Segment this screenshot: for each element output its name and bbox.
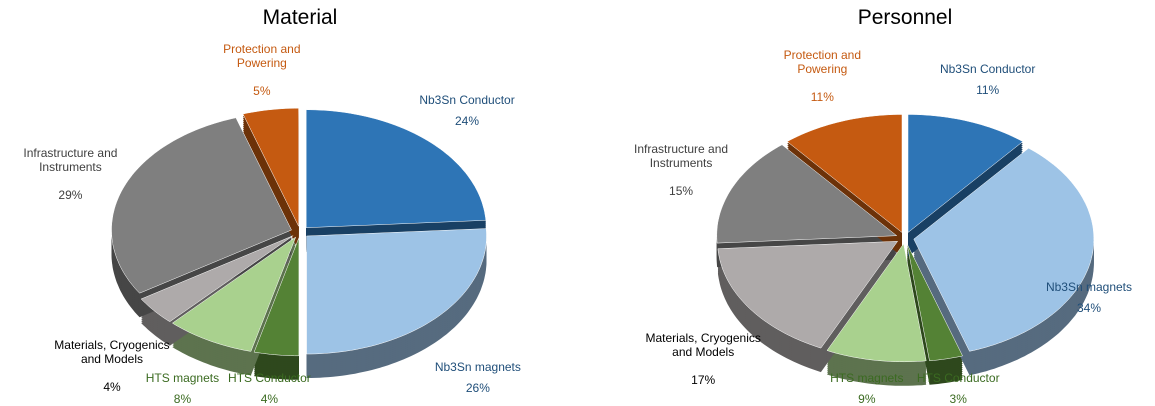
slice <box>253 237 300 357</box>
slice <box>111 117 292 294</box>
slice-value-label: 3% <box>949 392 967 406</box>
slice-label: Protection and Powering <box>783 48 862 77</box>
slice <box>906 243 963 362</box>
slice <box>907 114 1024 234</box>
slice-value-label: 8% <box>173 392 192 406</box>
slice-value-label: 4% <box>103 379 121 394</box>
slice-label: Materials, Cryogenics and Models <box>645 330 761 359</box>
slice <box>716 144 898 244</box>
slice-value-label: 11% <box>810 90 834 105</box>
slice-label: Nb3Sn Conductor <box>939 62 1036 77</box>
slice <box>242 107 299 227</box>
slice <box>306 228 487 355</box>
slice-label: Materials, Cryogenics and Models <box>54 337 170 366</box>
slice-value-label: 9% <box>858 392 876 406</box>
slice-value-label: 17% <box>691 372 716 387</box>
slice-value-label: 26% <box>465 380 490 395</box>
slice-label: HTS magnets <box>145 371 220 385</box>
slice-label: HTS Conductor <box>916 371 1000 385</box>
slice <box>305 109 487 228</box>
slice-value-label: 11% <box>976 83 1000 98</box>
slice-label: Protection and Powering <box>223 42 301 70</box>
chart-title: Personnel <box>857 6 953 29</box>
slice <box>826 243 927 363</box>
slice <box>140 235 294 322</box>
slice-label: HTS magnets <box>830 371 904 385</box>
slice-label: Infrastructure and Instruments <box>23 145 118 174</box>
slice <box>913 147 1095 352</box>
slice-value-label: 34% <box>1076 301 1102 316</box>
slice-label: Nb3Sn magnets <box>434 359 521 374</box>
slice-value-label: 24% <box>455 113 480 128</box>
slice-value-label: 29% <box>58 187 83 202</box>
slice-value-label: 15% <box>669 183 694 198</box>
slice-label: HTS Conductor <box>228 371 311 385</box>
slice <box>786 114 903 234</box>
slice-label: Infrastructure and Instruments <box>634 141 729 170</box>
slice <box>171 236 297 352</box>
slice-value-label: 5% <box>253 84 271 98</box>
slice-label: Nb3Sn Conductor <box>419 92 515 107</box>
chart-title: Material <box>262 6 338 29</box>
slice-label: Nb3Sn magnets <box>1045 280 1133 295</box>
slice-value-label: 4% <box>260 392 279 406</box>
slice <box>717 241 899 349</box>
